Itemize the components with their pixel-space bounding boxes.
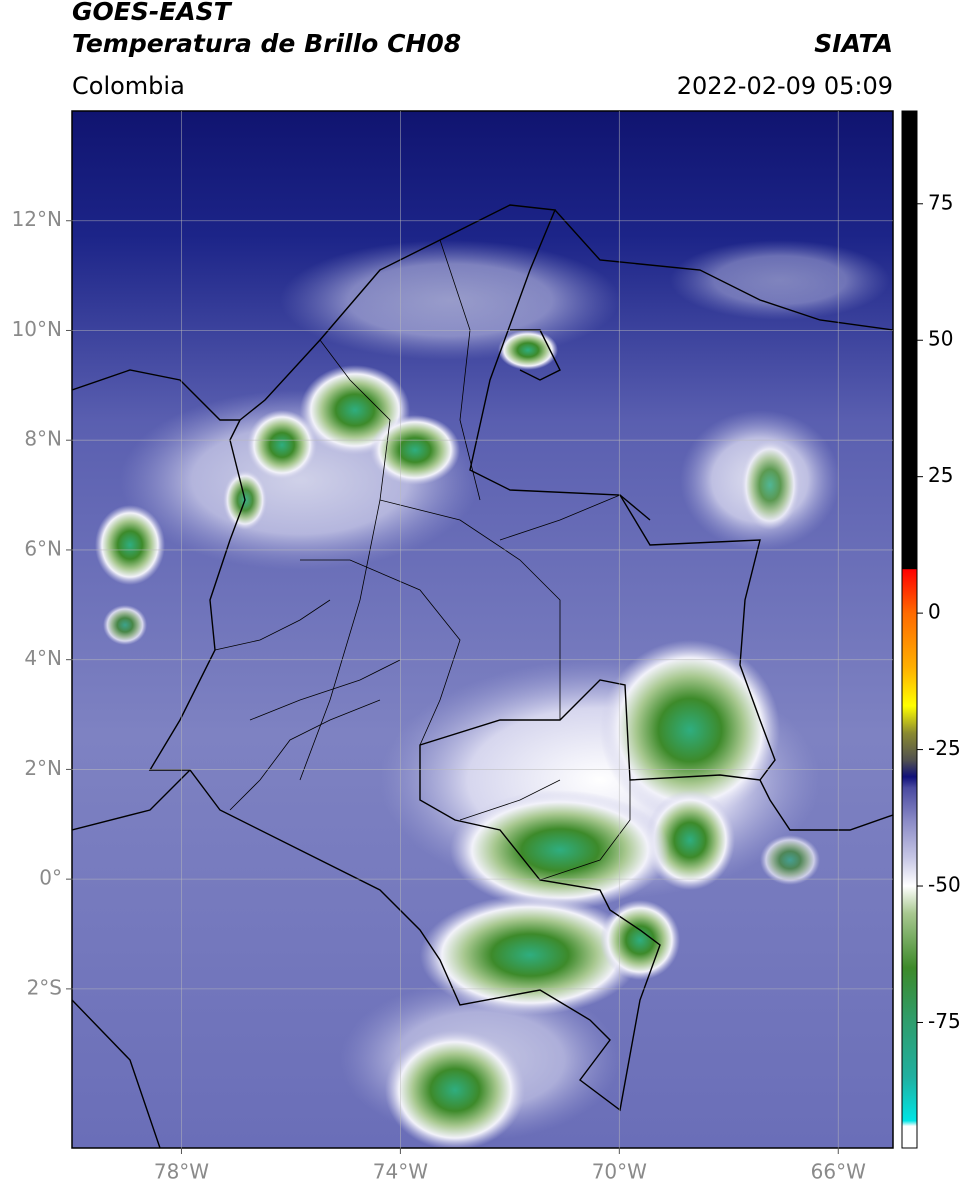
x-tick-label: 66°W [811,1160,866,1184]
colorbar-tick-label: 75 [928,190,953,214]
y-tick-label: 4°N [24,646,62,670]
colorbar-tick-label: -75 [928,1009,961,1033]
y-tick-label: 2°N [24,756,62,780]
y-tick-label: 8°N [24,427,62,451]
subtitle: Temperatura de Brillo CH08 [72,29,461,58]
axes: 78°W 74°W 70°W 66°W 12°N 10°N 8°N 6°N 4°N 2°N 0° 2°… [12,111,893,1184]
y-tick-label: 2°S [27,975,62,999]
y-tick-label: 12°N [12,207,62,231]
region: Colombia [72,72,185,100]
colorbar-tick-label: 50 [928,327,953,351]
source: SIATA [814,29,893,58]
colorbar-tick-label: -50 [928,873,961,897]
colorbar [902,111,917,1148]
x-tick-label: 70°W [592,1160,647,1184]
x-tick-label: 74°W [373,1160,428,1184]
y-tick-label: 0° [39,866,62,890]
colorbar-tick-label: -25 [928,736,961,760]
title: GOES-EAST [72,0,233,26]
datetime: 2022-02-09 05:09 [677,72,893,100]
colorbar-tick-label: 0 [928,600,941,624]
map-frame [71,110,894,1149]
y-tick-label: 10°N [12,317,62,341]
x-tick-label: 78°W [154,1160,209,1184]
colorbar-frame [901,110,918,1149]
satellite-image [72,111,893,1148]
y-tick-label: 6°N [24,536,62,560]
colorbar-tick-label: 25 [928,463,953,487]
